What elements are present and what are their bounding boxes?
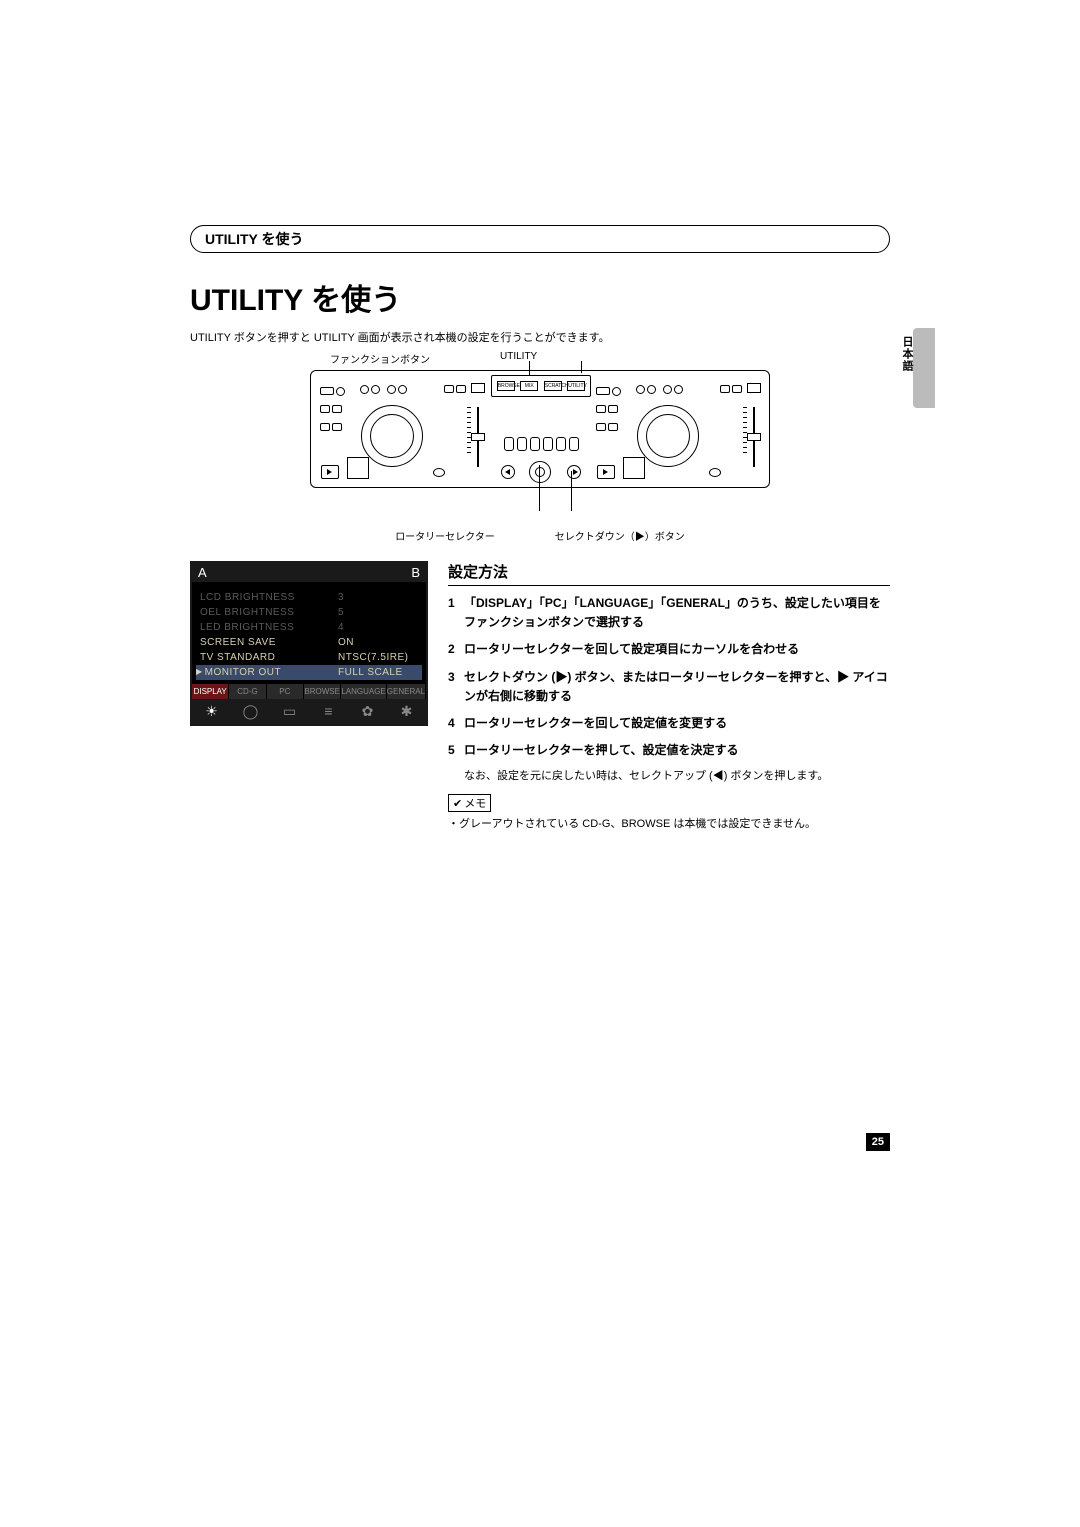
- deck-indicator-b: B: [411, 565, 420, 580]
- select-up-button: [501, 465, 515, 479]
- screen-tab: BROWSE: [304, 684, 341, 699]
- screen-tab: LANGUAGE: [341, 684, 386, 699]
- side-tab: [913, 328, 935, 408]
- jog-wheel-a: [361, 405, 423, 467]
- diagram-top-labels: ファンクションボタン UTILITY: [330, 351, 890, 366]
- play-button-a: [321, 465, 339, 479]
- tempo-fader-b: [747, 407, 761, 467]
- deck-a: [317, 377, 487, 483]
- deck-b: [593, 377, 763, 483]
- screen-tabs: DISPLAYCD-GPCBROWSELANGUAGEGENERAL: [192, 684, 426, 699]
- instructions-heading: 設定方法: [448, 561, 890, 586]
- controller-diagram: BROWSE MIX SCRATCH UTILITY: [310, 370, 770, 488]
- screen-tab-icon: ▭: [270, 703, 309, 720]
- settings-row: TV STANDARDNTSC(7.5IRE): [196, 650, 422, 665]
- diagram-bottom-labels: ロータリーセレクター セレクトダウン（▶）ボタン: [190, 528, 890, 543]
- rotary-selector: [529, 461, 551, 483]
- lcd-screen: BROWSE MIX SCRATCH UTILITY: [491, 375, 591, 397]
- page-number: 25: [866, 1133, 890, 1151]
- screen-icons: ☀◯▭≡✿✱: [192, 699, 426, 724]
- deck-indicator-a: A: [198, 565, 207, 580]
- instruction-step: 2ロータリーセレクターを回して設定項目にカーソルを合わせる: [448, 640, 890, 659]
- settings-row: OEL BRIGHTNESS5: [196, 605, 422, 620]
- memo-label: メモ: [448, 794, 491, 812]
- instruction-step: 3セレクトダウン (▶) ボタン、またはロータリーセレクターを押すと、▶ アイコ…: [448, 668, 890, 706]
- label-select-down: セレクトダウン（▶）ボタン: [555, 528, 685, 543]
- label-function-button: ファンクションボタン: [330, 351, 430, 366]
- play-button-b: [597, 465, 615, 479]
- utility-screen-screenshot: A B LCD BRIGHTNESS3OEL BRIGHTNESS5LED BR…: [190, 561, 428, 834]
- label-utility: UTILITY: [500, 351, 537, 366]
- screen-tab-icon: ◯: [231, 703, 270, 720]
- screen-tab: DISPLAY: [192, 684, 229, 699]
- step-5-note: なお、設定を元に戻したい時は、セレクトアップ (◀) ボタンを押します。: [464, 768, 890, 786]
- instruction-step: 5ロータリーセレクターを押して、設定値を決定する: [448, 741, 890, 760]
- function-buttons: [491, 437, 591, 451]
- memo-text: グレーアウトされている CD-G、BROWSE は本機では設定できません。: [448, 816, 890, 834]
- screen-tab-icon: ✿: [348, 703, 387, 720]
- section-header: UTILITY を使う: [190, 225, 890, 253]
- instructions-column: 設定方法 1「DISPLAY」「PC」「LANGUAGE」「GENERAL」のう…: [448, 561, 890, 834]
- instruction-step: 1「DISPLAY」「PC」「LANGUAGE」「GENERAL」のうち、設定し…: [448, 594, 890, 632]
- tempo-fader-a: [471, 407, 485, 467]
- language-side-label: 日本語: [899, 336, 915, 372]
- select-down-button: [567, 465, 581, 479]
- settings-row: SCREEN SAVEON: [196, 635, 422, 650]
- instruction-step: 4ロータリーセレクターを回して設定値を変更する: [448, 714, 890, 733]
- settings-row: MONITOR OUTFULL SCALE: [196, 665, 422, 680]
- screen-tab-icon: ≡: [309, 703, 348, 720]
- label-rotary-selector: ロータリーセレクター: [395, 528, 495, 543]
- lcd-btn: MIX: [520, 381, 538, 391]
- lcd-btn: BROWSE: [497, 381, 515, 391]
- screen-tab-icon: ✱: [387, 703, 426, 720]
- lcd-btn: SCRATCH: [544, 381, 562, 391]
- center-panel: BROWSE MIX SCRATCH UTILITY: [491, 375, 591, 485]
- screen-tab-icon: ☀: [192, 703, 231, 720]
- jog-wheel-b: [637, 405, 699, 467]
- intro-text: UTILITY ボタンを押すと UTILITY 画面が表示され本機の設定を行うこ…: [190, 329, 890, 345]
- settings-list: LCD BRIGHTNESS3OEL BRIGHTNESS5LED BRIGHT…: [192, 582, 426, 684]
- lcd-btn: UTILITY: [567, 381, 585, 391]
- screen-tab: CD-G: [229, 684, 266, 699]
- settings-row: LED BRIGHTNESS4: [196, 620, 422, 635]
- screen-tab: GENERAL: [387, 684, 426, 699]
- page-title: UTILITY を使う: [190, 275, 890, 319]
- settings-row: LCD BRIGHTNESS3: [196, 590, 422, 605]
- screen-tab: PC: [267, 684, 304, 699]
